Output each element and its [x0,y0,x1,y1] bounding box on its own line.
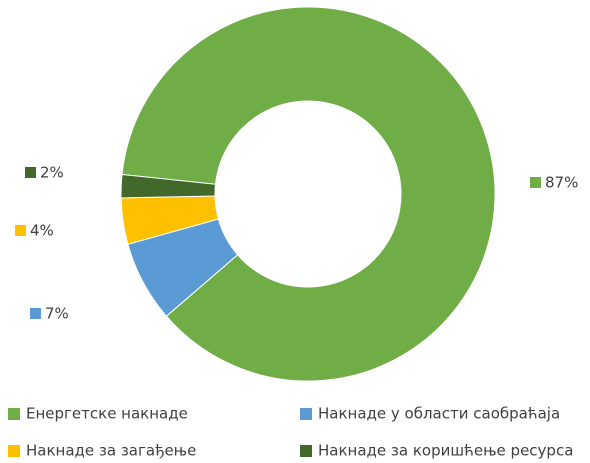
legend-label: Енергетске накнаде [26,405,188,423]
data-label: 2% [40,164,64,182]
data-label: 4% [30,222,54,240]
legend-label: Накнаде за загађење [26,442,196,460]
donut-slice [120,173,217,199]
legend-swatch [300,445,312,457]
data-label: 7% [45,305,69,323]
legend-swatch [8,445,20,457]
legend-label: Накнаде у области саобраћаја [318,405,560,423]
data-label: 87% [545,174,578,192]
label-swatch [530,177,541,188]
label-swatch [25,167,36,178]
legend-label: Накнаде за коришћење ресурса [318,442,573,460]
legend-swatch [8,408,20,420]
label-swatch [30,308,41,319]
label-swatch [15,225,26,236]
legend-swatch [300,408,312,420]
donut-slice [121,6,496,382]
